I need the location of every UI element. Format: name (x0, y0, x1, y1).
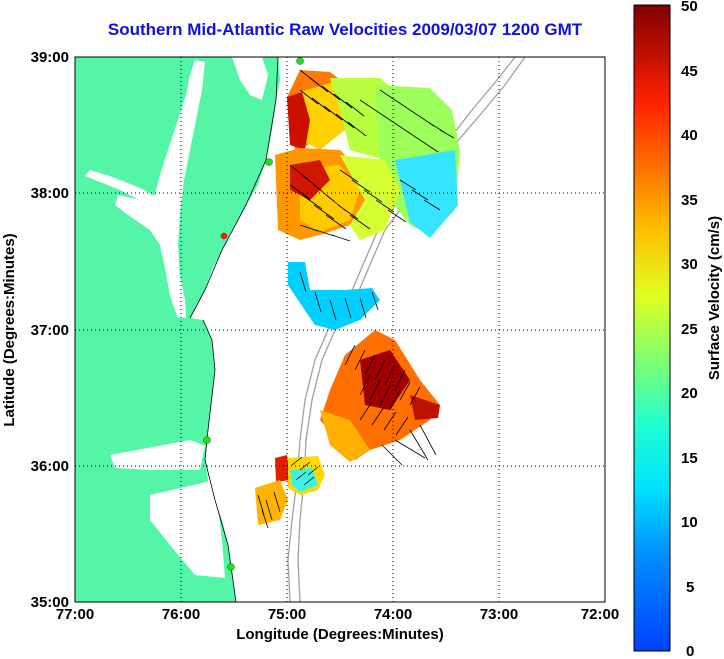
colorbar-tick-label: 30 (681, 256, 698, 273)
colorbar-tick-label: 20 (681, 385, 698, 402)
station-marker (296, 57, 304, 65)
y-tick-label: 39:00 (31, 49, 69, 66)
x-axis-label: Longitude (Degrees:Minutes) (236, 626, 444, 643)
grid-lines (75, 57, 605, 602)
potomac-river (85, 170, 172, 215)
colorbar-tick-label: 40 (681, 127, 698, 144)
station-marker (227, 563, 235, 571)
velocity-arrows (257, 69, 455, 529)
chesapeake-bay (115, 60, 205, 318)
colorbar-tick-label: 35 (681, 192, 698, 209)
virginia-coastline (189, 57, 279, 602)
x-tick-label: 76:00 (162, 606, 200, 623)
x-tick-label: 72:00 (581, 606, 619, 623)
station-markers (203, 57, 304, 571)
colorbar-tick-label: 5 (686, 579, 694, 596)
colorbar-tick-label: 45 (681, 63, 698, 80)
velocity-field (255, 70, 460, 525)
map-title: Southern Mid-Atlantic Raw Velocities 200… (107, 20, 583, 39)
pamlico-sound (150, 480, 225, 578)
delaware-bay (232, 57, 268, 100)
colorbar-tick-label: 25 (681, 321, 698, 338)
y-tick-label: 37:00 (31, 322, 69, 339)
station-marker (265, 158, 273, 166)
colorbar-tick-label: 50 (681, 0, 698, 15)
y-tick-label: 36:00 (31, 458, 69, 475)
x-tick-label: 74:00 (374, 606, 412, 623)
x-axis: 77:00 76:00 75:00 74:00 73:00 72:00 Long… (56, 606, 619, 643)
x-tick-label: 75:00 (268, 606, 306, 623)
colorbar-tick-label: 15 (681, 450, 698, 467)
albemarle-sound (110, 440, 205, 470)
y-tick-label: 35:00 (31, 594, 69, 611)
colorbar-tick-label: 10 (681, 514, 698, 531)
colorbar-label: Surface Velocity (cm/s) (706, 216, 723, 380)
x-tick-label: 77:00 (56, 606, 94, 623)
plot-frame (74, 56, 606, 603)
x-tick-label: 73:00 (480, 606, 518, 623)
y-axis: 39:00 38:00 37:00 36:00 35:00 Latitude (… (1, 49, 69, 611)
colorbar-gradient (633, 4, 671, 652)
colorbar-tick-label: 0 (686, 643, 694, 659)
y-axis-label: Latitude (Degrees:Minutes) (1, 233, 18, 426)
station-marker-red (220, 232, 228, 240)
station-marker (203, 436, 211, 444)
y-tick-label: 38:00 (31, 185, 69, 202)
colorbar: 50 45 40 35 30 25 20 15 10 5 0 Surface V… (633, 0, 723, 659)
